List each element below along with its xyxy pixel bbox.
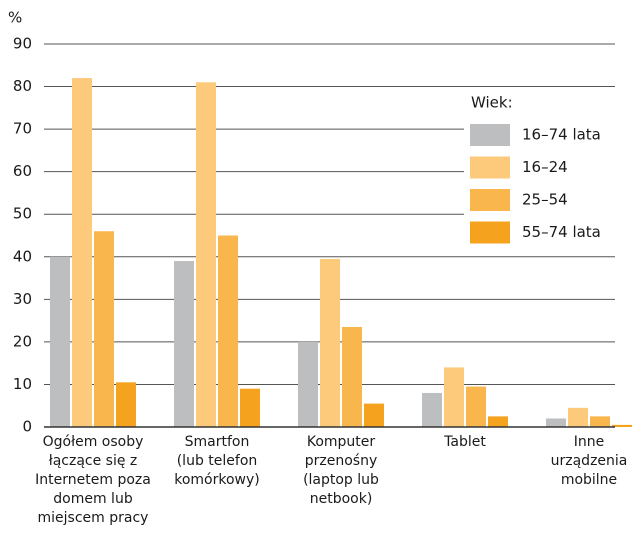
- y-tick-label: 30: [13, 290, 32, 308]
- x-tick-label: Inne urządzenia mobilne: [550, 434, 628, 488]
- y-tick-label: 10: [13, 375, 32, 393]
- y-tick-label: 70: [13, 120, 32, 138]
- legend-swatch: [470, 189, 510, 211]
- bar: [546, 418, 566, 427]
- bar: [568, 407, 588, 427]
- bar: [488, 416, 508, 427]
- bar: [422, 392, 442, 427]
- y-axis-label: %: [8, 9, 22, 27]
- bar: [240, 388, 260, 427]
- bar: [298, 341, 318, 427]
- x-tick-label: Smartfon (lub telefon komórkowy): [174, 434, 260, 488]
- y-tick-label: 40: [13, 247, 32, 265]
- bar: [590, 416, 610, 427]
- bar: [612, 424, 632, 427]
- bar: [116, 382, 136, 427]
- y-tick-label: 90: [13, 35, 32, 53]
- bar: [466, 386, 486, 427]
- bar: [364, 403, 384, 427]
- bar: [218, 235, 238, 427]
- bar: [444, 367, 464, 427]
- legend-title: Wiek:: [471, 94, 513, 112]
- bar: [94, 231, 114, 427]
- legend-label: 55–74 lata: [522, 223, 601, 241]
- bar: [72, 78, 92, 428]
- x-tick-label: Ogółem osoby łączące się z Internetem po…: [35, 434, 151, 526]
- y-tick-label: 60: [13, 162, 32, 180]
- bar: [174, 261, 194, 427]
- legend-label: 16–74 lata: [522, 126, 601, 144]
- legend-label: 25–54: [522, 191, 568, 209]
- legend-swatch: [470, 124, 510, 146]
- y-tick-label: 20: [13, 332, 32, 350]
- legend-swatch: [470, 221, 510, 244]
- x-tick-label: Tablet: [444, 434, 486, 450]
- legend-swatch: [470, 156, 510, 179]
- y-tick-label: 80: [13, 77, 32, 95]
- legend-label: 16–24: [522, 158, 568, 176]
- bar: [320, 258, 340, 427]
- bar: [196, 82, 216, 428]
- bar: [342, 326, 362, 427]
- y-tick-label: 50: [13, 205, 32, 223]
- bar: [50, 256, 70, 427]
- y-tick-label: 0: [22, 418, 32, 436]
- x-tick-label: Komputer przenośny (laptop lub netbook): [303, 434, 379, 507]
